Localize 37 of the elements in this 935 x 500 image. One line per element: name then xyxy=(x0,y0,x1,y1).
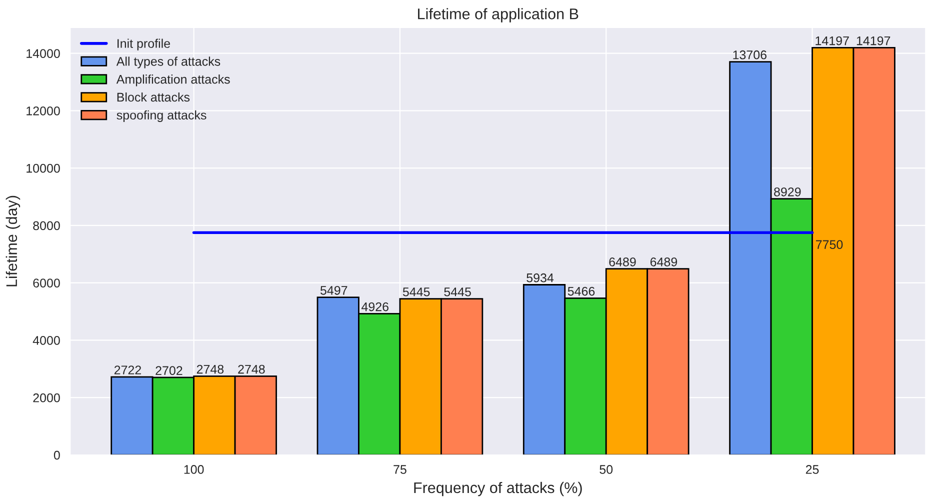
y-tick-label: 2000 xyxy=(33,393,60,402)
y-tick-label: 6000 xyxy=(33,278,60,288)
legend-label: spoofing attacks xyxy=(116,110,206,122)
y-tick-label: 14000 xyxy=(26,49,60,58)
y-tick-label: 10000 xyxy=(26,164,60,173)
data-label: 6489 xyxy=(609,258,636,266)
data-label: 5497 xyxy=(320,286,348,295)
x-tick-label: 25 xyxy=(806,465,819,474)
chart-title: Lifetime of application B xyxy=(418,8,578,22)
y-tick-label: 12000 xyxy=(26,106,60,116)
data-label: 14197 xyxy=(816,36,849,46)
x-tick-label: 50 xyxy=(600,465,613,474)
legend-label: Block attacks xyxy=(117,92,190,102)
data-label: 7750 xyxy=(816,240,843,249)
data-label: 2748 xyxy=(238,364,265,374)
y-tick-label: 0 xyxy=(54,450,60,460)
y-tick-label: 4000 xyxy=(32,336,60,345)
legend-label: Init profile xyxy=(118,38,170,50)
data-label: 4926 xyxy=(361,302,388,312)
x-tick-label: 75 xyxy=(394,465,406,474)
data-label: 2722 xyxy=(114,366,142,374)
y-axis-title: Lifetime (day) xyxy=(6,196,20,286)
legend-label: Amplification attacks xyxy=(116,74,230,86)
data-label: 5466 xyxy=(568,286,595,296)
data-label: 14197 xyxy=(856,36,890,46)
data-label: 2748 xyxy=(196,364,224,374)
x-tick-label: 100 xyxy=(184,465,204,474)
data-label: 13706 xyxy=(733,50,766,60)
data-label: 2702 xyxy=(156,366,182,376)
data-label: 5445 xyxy=(402,288,430,296)
data-label: 8929 xyxy=(774,187,801,196)
data-label: 5445 xyxy=(444,288,471,296)
y-tick-label: 8000 xyxy=(33,221,60,230)
legend-label: All types of attacks xyxy=(116,56,220,68)
data-label: 6489 xyxy=(650,258,678,266)
x-axis-title: Frequency of attacks (%) xyxy=(414,482,582,496)
data-label: 5934 xyxy=(526,273,554,282)
